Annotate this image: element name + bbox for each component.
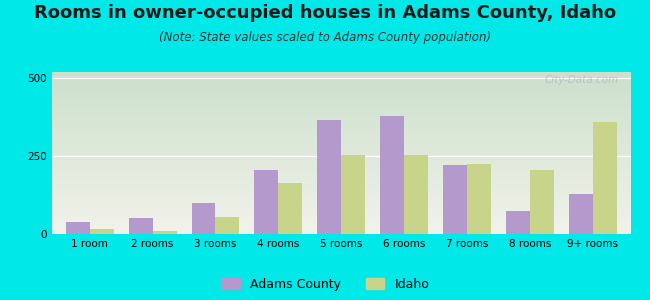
- Bar: [530, 170, 554, 234]
- Bar: [467, 164, 491, 234]
- Text: Rooms in owner-occupied houses in Adams County, Idaho: Rooms in owner-occupied houses in Adams …: [34, 4, 616, 22]
- Bar: [278, 183, 302, 234]
- Bar: [192, 203, 216, 234]
- Bar: [506, 211, 530, 234]
- Bar: [380, 116, 404, 234]
- Bar: [216, 217, 239, 234]
- Bar: [404, 154, 428, 234]
- Legend: Adams County, Idaho: Adams County, Idaho: [221, 278, 429, 291]
- Bar: [66, 221, 90, 234]
- Bar: [255, 170, 278, 234]
- Bar: [593, 122, 617, 234]
- Bar: [90, 229, 114, 234]
- Bar: [443, 166, 467, 234]
- Text: City-Data.com: City-Data.com: [545, 75, 619, 85]
- Bar: [153, 231, 177, 234]
- Text: (Note: State values scaled to Adams County population): (Note: State values scaled to Adams Coun…: [159, 32, 491, 44]
- Bar: [569, 194, 593, 234]
- Bar: [317, 120, 341, 234]
- Bar: [129, 218, 153, 234]
- Bar: [341, 154, 365, 234]
